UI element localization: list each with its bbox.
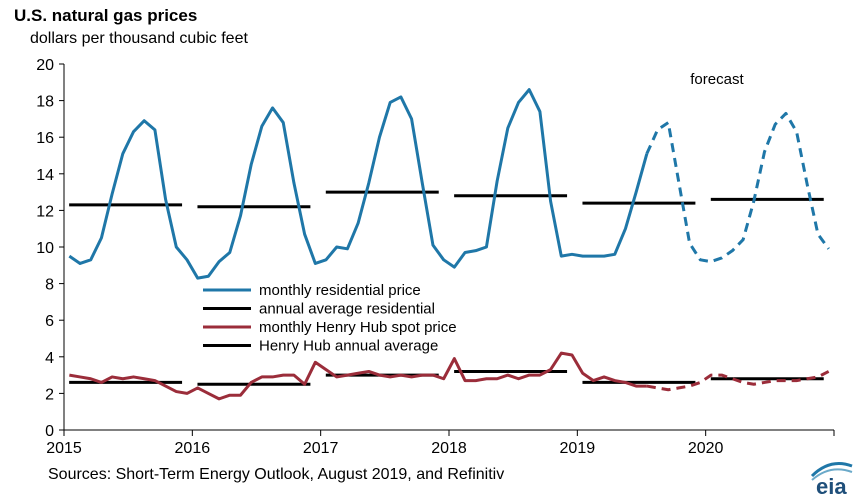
legend-background [199,317,499,336]
y-tick-label: 10 [36,240,54,257]
residential-monthly-forecast-line [645,111,830,264]
legend-label: Henry Hub annual average [259,338,438,355]
henry-hub-monthly-forecast-line [646,370,830,392]
y-tick-label: 2 [45,386,54,403]
y-tick-label: 20 [36,57,54,74]
legend-background [199,335,499,355]
x-tick-label: 2020 [688,440,724,457]
y-tick-label: 0 [45,423,54,440]
y-tick-label: 14 [36,167,54,184]
legend-background [199,280,499,299]
legend-label: monthly residential price [259,282,421,299]
y-tick-label: 12 [36,203,54,220]
chart-title: U.S. natural gas prices [14,6,198,25]
y-tick-label: 8 [45,277,54,294]
legend-background [199,298,499,318]
x-tick-label: 2016 [175,440,211,457]
x-tick-label: 2015 [46,440,82,457]
x-tick-label: 2017 [303,440,339,457]
forecast-annotation: forecast [690,71,744,88]
chart-subtitle: dollars per thousand cubic feet [30,30,248,47]
legend-label: annual average residential [259,301,435,318]
source-note: Sources: Short-Term Energy Outlook, Augu… [48,466,505,483]
x-tick-label: 2019 [560,440,596,457]
y-tick-label: 16 [36,130,54,147]
eia-logo-icon: eia [810,462,853,498]
residential-monthly-historical-line [68,88,649,280]
henry-hub-monthly-historical-line [69,351,647,401]
logo-text: eia [816,474,847,498]
x-tick-label: 2018 [431,440,467,457]
legend-label: monthly Henry Hub spot price [259,319,457,336]
y-tick-label: 6 [45,313,54,330]
y-tick-label: 18 [36,94,54,111]
y-tick-label: 4 [45,350,54,367]
